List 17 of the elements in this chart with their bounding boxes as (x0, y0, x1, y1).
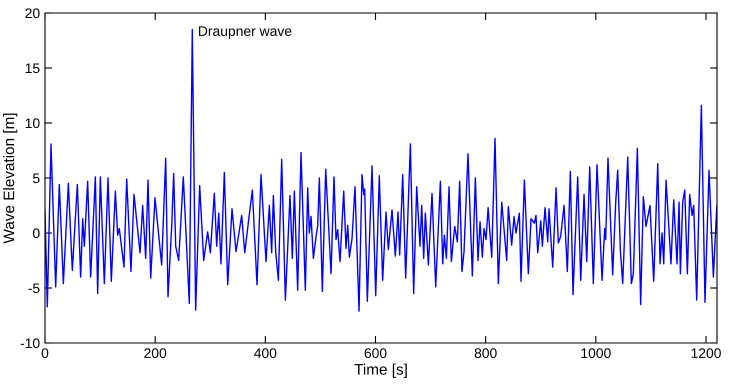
y-tick-label: 5 (32, 173, 40, 184)
y-tick-label: -10 (20, 338, 40, 348)
x-tick-label: 800 (474, 348, 497, 358)
x-tick-label: 1000 (581, 348, 611, 358)
y-tick-label: 10 (26, 118, 40, 128)
y-tick-label: 15 (26, 63, 40, 74)
x-tick-label: 0 (42, 348, 48, 358)
y-axis-title: Wave Elevation [m] (3, 114, 18, 244)
x-tick-label: 600 (364, 348, 387, 358)
x-tick-label: 1200 (692, 348, 721, 358)
x-tick-label: 200 (144, 348, 166, 358)
annotation: Draupner wave (198, 26, 292, 39)
y-tick-label: -5 (28, 283, 40, 294)
y-tick-label: 20 (25, 8, 40, 18)
x-axis-title: Time [s] (354, 364, 407, 378)
y-tick-label: 0 (32, 228, 40, 238)
x-tick-label: 400 (254, 348, 276, 358)
